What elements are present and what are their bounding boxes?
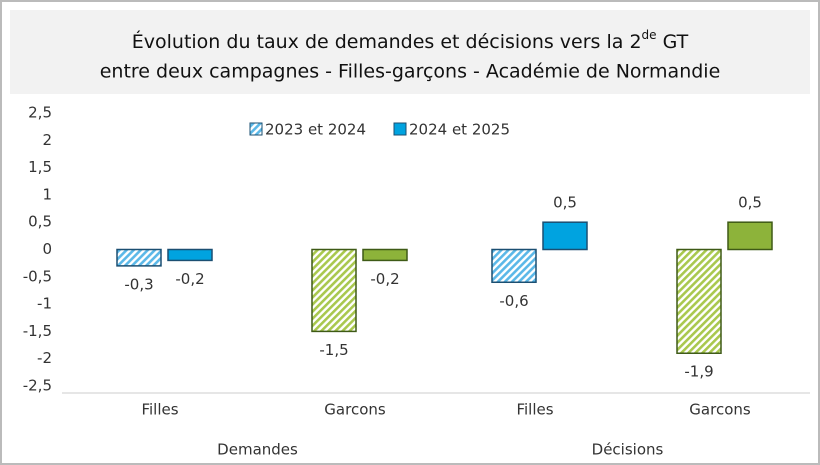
bar [676,248,722,354]
value-label: -0,2 [370,270,399,288]
title-sup: de [642,28,657,42]
legend-label: 2023 et 2024 [265,121,366,139]
bar [311,248,357,333]
x-tick-label: Filles [141,401,178,419]
title-text: Évolution du taux de demandes et décisio… [132,30,642,53]
value-label: -0,2 [175,270,204,288]
value-label: -1,5 [319,341,348,359]
group-label: Décisions [592,441,664,459]
x-tick-label: Filles [516,401,553,419]
y-tick-label: -1 [37,295,52,313]
bar [491,248,537,284]
title-text: GT [657,31,689,53]
y-tick-label: -1,5 [23,322,52,340]
y-tick-label: -2,5 [23,377,52,395]
legend-swatch [249,122,263,136]
x-tick-label: Garcons [689,401,751,419]
x-tick-label: Garcons [324,401,386,419]
value-label: 0,5 [553,194,577,212]
y-tick-label: 2 [42,131,52,149]
bar [362,248,408,262]
value-label: 0,5 [738,194,762,212]
y-tick-label: 0,5 [28,213,52,231]
chart-subtitle: entre deux campagnes - Filles-garçons - … [100,61,721,83]
y-tick-label: 1,5 [28,158,52,176]
bar [116,248,162,267]
y-tick-label: 0 [42,240,52,258]
chart-title: Évolution du taux de demandes et décisio… [132,28,689,53]
legend-swatch [393,122,407,136]
value-label: -1,9 [684,363,713,381]
bar [542,221,588,251]
bar [727,221,773,251]
group-label: Demandes [217,441,298,459]
y-tick-label: -0,5 [23,267,52,285]
value-label: -0,3 [124,275,153,293]
title-band [10,10,810,94]
y-tick-label: 2,5 [28,104,52,122]
y-tick-label: 1 [42,185,52,203]
value-label: -0,6 [499,292,528,310]
legend-label: 2024 et 2025 [409,121,510,139]
y-tick-label: -2 [37,349,52,367]
bar [167,248,213,262]
